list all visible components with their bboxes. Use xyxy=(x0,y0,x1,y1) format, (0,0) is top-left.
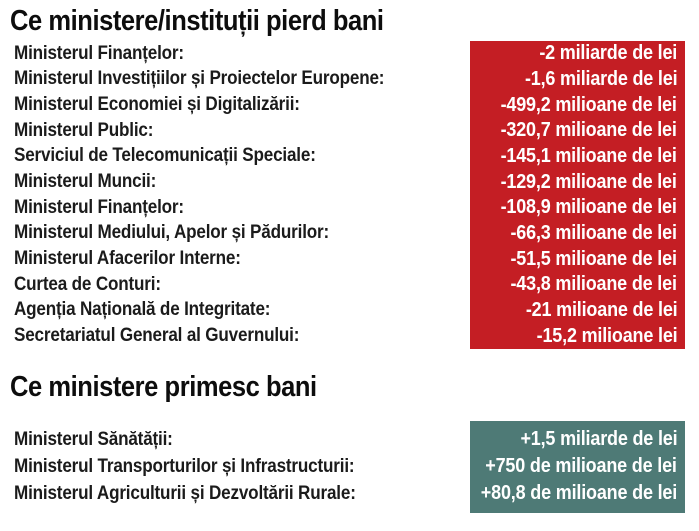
amount-value: -129,2 milioane de lei xyxy=(500,170,677,193)
ministry-label: Ministerul Finanțelor: xyxy=(14,196,184,218)
ministry-label: Ministerul Afacerilor Interne: xyxy=(14,248,241,270)
ministry-label: Ministerul Transporturilor și Infrastruc… xyxy=(14,455,355,477)
table-row: Serviciul de Telecomunicații Speciale: -… xyxy=(8,144,685,170)
table-row: Ministerul Finanțelor: -108,9 milioane d… xyxy=(8,195,685,221)
ministry-label: Curtea de Conturi: xyxy=(14,273,161,295)
amount-value: +750 de milioane de lei xyxy=(485,455,678,477)
ministry-label: Ministerul Sănătății: xyxy=(14,428,173,450)
negative-values-panel xyxy=(470,41,685,349)
receive-rows: Ministerul Sănătății: +1,5 miliarde de l… xyxy=(8,426,685,507)
ministry-label: Ministerul Investițiilor și Proiectelor … xyxy=(14,68,385,90)
amount-value: -66,3 milioane de lei xyxy=(510,221,677,244)
amount-value: -15,2 milioane lei xyxy=(536,324,677,347)
ministry-label: Ministerul Agriculturii și Dezvoltării R… xyxy=(14,482,356,504)
table-row: Ministerul Mediului, Apelor și Pădurilor… xyxy=(8,221,685,247)
table-row: Curtea de Conturi: -43,8 milioane de lei xyxy=(8,272,685,298)
table-row: Ministerul Investițiilor și Proiectelor … xyxy=(8,67,685,93)
ministry-label: Serviciul de Telecomunicații Speciale: xyxy=(14,145,316,167)
amount-value: +80,8 de milioane de lei xyxy=(480,482,677,504)
table-row: Ministerul Afacerilor Interne: -51,5 mil… xyxy=(8,246,685,272)
amount-value: -2 miliarde de lei xyxy=(539,42,677,65)
table-row: Ministerul Agriculturii și Dezvoltării R… xyxy=(8,480,685,507)
table-row: Ministerul Economiei și Digitalizării: -… xyxy=(8,92,685,118)
positive-values-panel xyxy=(470,421,685,513)
ministry-label: Ministerul Muncii: xyxy=(14,171,157,193)
amount-value: -145,1 milioane de lei xyxy=(500,144,677,167)
table-row: Ministerul Finanțelor: -2 miliarde de le… xyxy=(8,41,685,67)
amount-value: +1,5 miliarde de lei xyxy=(520,428,677,450)
table-row: Ministerul Transporturilor și Infrastruc… xyxy=(8,453,685,480)
ministry-label: Ministerul Economiei și Digitalizării: xyxy=(14,94,300,116)
amount-value: -108,9 milioane de lei xyxy=(500,196,677,219)
amount-value: -1,6 miliarde de lei xyxy=(524,67,678,90)
amount-value: -21 milioane de lei xyxy=(525,298,677,321)
amount-value: -499,2 milioane de lei xyxy=(500,93,677,116)
table-row: Secretariatul General al Guvernului: -15… xyxy=(8,323,685,349)
amount-value: -43,8 milioane de lei xyxy=(510,273,677,296)
amount-value: -320,7 milioane de lei xyxy=(500,119,677,142)
ministry-label: Ministerul Mediului, Apelor și Pădurilor… xyxy=(14,222,330,244)
section-title-receive: Ce ministere primesc bani xyxy=(10,371,317,403)
ministry-label: Secretariatul General al Guvernului: xyxy=(14,325,300,347)
table-row: Ministerul Public: -320,7 milioane de le… xyxy=(8,118,685,144)
amount-value: -51,5 milioane de lei xyxy=(510,247,677,270)
table-row: Ministerul Muncii: -129,2 milioane de le… xyxy=(8,169,685,195)
table-row: Agenția Națională de Integritate: -21 mi… xyxy=(8,298,685,324)
ministry-label: Agenția Națională de Integritate: xyxy=(14,299,271,321)
lose-rows: Ministerul Finanțelor: -2 miliarde de le… xyxy=(8,41,685,349)
ministry-label: Ministerul Finanțelor: xyxy=(14,42,184,64)
table-row: Ministerul Sănătății: +1,5 miliarde de l… xyxy=(8,426,685,453)
section-title-lose: Ce ministere/instituții pierd bani xyxy=(10,5,384,37)
ministry-label: Ministerul Public: xyxy=(14,119,154,141)
